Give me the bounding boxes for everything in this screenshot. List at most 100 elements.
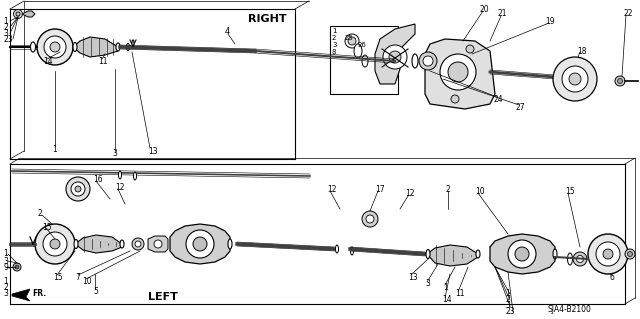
Text: 17: 17 — [375, 184, 385, 194]
Text: 14: 14 — [43, 56, 52, 65]
Circle shape — [508, 240, 536, 268]
Text: 1: 1 — [52, 145, 58, 153]
Text: FR.: FR. — [32, 288, 46, 298]
Ellipse shape — [362, 55, 368, 67]
Text: 22: 22 — [623, 9, 632, 18]
Ellipse shape — [31, 42, 35, 52]
Polygon shape — [12, 289, 30, 301]
Text: 5: 5 — [93, 286, 98, 295]
Ellipse shape — [73, 42, 77, 51]
Text: 23: 23 — [3, 34, 13, 43]
Circle shape — [13, 263, 21, 271]
Circle shape — [16, 12, 20, 16]
Text: 3: 3 — [113, 150, 117, 159]
Polygon shape — [427, 245, 478, 266]
Ellipse shape — [228, 239, 232, 249]
Circle shape — [15, 265, 19, 269]
Circle shape — [618, 78, 623, 84]
Circle shape — [553, 57, 597, 101]
Text: 15: 15 — [565, 187, 575, 196]
Ellipse shape — [120, 240, 124, 248]
Circle shape — [66, 177, 90, 201]
Text: 1: 1 — [332, 28, 337, 34]
Polygon shape — [490, 234, 555, 274]
Text: 12: 12 — [115, 182, 125, 191]
Ellipse shape — [568, 253, 573, 265]
Polygon shape — [75, 235, 122, 253]
Text: 13: 13 — [408, 272, 418, 281]
Circle shape — [577, 256, 584, 263]
Text: 3: 3 — [3, 256, 8, 265]
Polygon shape — [22, 11, 35, 17]
Circle shape — [588, 234, 628, 274]
Text: 4: 4 — [225, 27, 230, 36]
Circle shape — [603, 249, 613, 259]
Text: 1: 1 — [505, 290, 509, 299]
Text: 11: 11 — [98, 56, 108, 65]
Text: 12: 12 — [327, 184, 337, 194]
Text: 10: 10 — [475, 187, 484, 196]
Circle shape — [596, 242, 620, 266]
Circle shape — [466, 45, 474, 53]
Ellipse shape — [476, 250, 480, 258]
Circle shape — [50, 42, 60, 52]
Circle shape — [135, 241, 141, 247]
Text: 20: 20 — [480, 4, 490, 13]
Ellipse shape — [335, 245, 339, 253]
Polygon shape — [170, 224, 230, 264]
Text: 27: 27 — [516, 102, 525, 112]
Ellipse shape — [134, 172, 136, 180]
Text: 21: 21 — [497, 10, 506, 19]
Text: 26: 26 — [358, 42, 367, 48]
Ellipse shape — [132, 40, 134, 46]
Circle shape — [562, 66, 588, 92]
Circle shape — [366, 215, 374, 223]
Text: 12: 12 — [405, 189, 415, 198]
Ellipse shape — [127, 43, 129, 50]
Circle shape — [362, 211, 378, 227]
Text: 16: 16 — [93, 174, 102, 183]
Text: 10: 10 — [82, 277, 92, 286]
Text: 1: 1 — [3, 277, 8, 286]
Circle shape — [625, 249, 635, 259]
Ellipse shape — [74, 240, 78, 249]
Text: 19: 19 — [545, 17, 555, 26]
Text: 23: 23 — [505, 308, 515, 316]
Circle shape — [186, 230, 214, 258]
Bar — [330, 26, 398, 94]
Circle shape — [345, 34, 359, 48]
Ellipse shape — [412, 54, 418, 68]
Text: 1: 1 — [443, 283, 448, 292]
Polygon shape — [73, 37, 118, 57]
Text: 14: 14 — [442, 295, 452, 305]
Text: 2: 2 — [445, 184, 450, 194]
Circle shape — [515, 247, 529, 261]
Text: 9: 9 — [3, 263, 8, 272]
Text: 2: 2 — [38, 210, 43, 219]
Circle shape — [627, 251, 632, 256]
Text: 3: 3 — [3, 288, 8, 298]
Polygon shape — [375, 24, 415, 84]
Text: 3: 3 — [425, 279, 430, 288]
Circle shape — [448, 62, 468, 82]
Circle shape — [383, 45, 407, 69]
Text: 2: 2 — [505, 295, 509, 305]
Circle shape — [615, 76, 625, 86]
Text: 3: 3 — [3, 28, 8, 38]
Ellipse shape — [116, 43, 120, 51]
Text: 24: 24 — [493, 94, 502, 103]
Circle shape — [451, 95, 459, 103]
Circle shape — [71, 182, 85, 196]
Text: 7: 7 — [75, 272, 80, 281]
Ellipse shape — [351, 247, 353, 255]
Circle shape — [75, 186, 81, 192]
Ellipse shape — [118, 171, 122, 179]
Text: RIGHT: RIGHT — [248, 14, 287, 24]
Circle shape — [348, 37, 356, 45]
Text: 8: 8 — [332, 49, 337, 55]
Circle shape — [573, 252, 587, 266]
Text: 11: 11 — [455, 290, 465, 299]
Text: 3: 3 — [332, 42, 337, 48]
Circle shape — [43, 232, 67, 256]
Polygon shape — [148, 236, 168, 252]
